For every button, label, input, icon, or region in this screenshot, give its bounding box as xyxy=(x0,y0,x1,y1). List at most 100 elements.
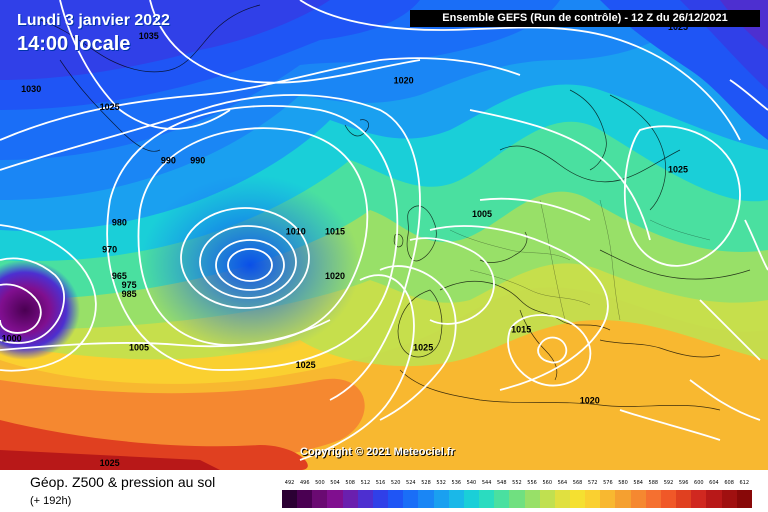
legend-title: Géop. Z500 & pression au sol xyxy=(30,474,216,490)
scale-swatch xyxy=(372,490,389,508)
isobar-label: 1000 xyxy=(2,333,22,343)
scale-label: 592 xyxy=(663,480,674,486)
scale-label: 560 xyxy=(542,480,552,486)
scale-label: 504 xyxy=(330,480,340,486)
scale-swatch xyxy=(448,490,464,508)
scale-label: 556 xyxy=(527,480,537,486)
scale-swatch xyxy=(691,490,707,508)
isobar-label: 965 xyxy=(112,271,127,281)
scale-label: 536 xyxy=(451,480,462,486)
scale-swatch xyxy=(494,490,510,508)
scale-swatch xyxy=(479,490,495,508)
scale-label: 612 xyxy=(739,480,750,486)
isobar-label: 1025 xyxy=(668,164,688,174)
forecast-date: Lundi 3 janvier 2022 xyxy=(17,12,170,29)
scale-label: 552 xyxy=(512,480,522,486)
scale-swatch xyxy=(403,490,419,508)
scale-swatch xyxy=(388,490,404,508)
isobar-lines xyxy=(0,0,768,461)
scale-label: 520 xyxy=(390,480,401,486)
scale-label: 492 xyxy=(284,480,295,486)
scale-label: 532 xyxy=(436,480,446,486)
isobar-label: 985 xyxy=(122,289,137,299)
scale-swatch xyxy=(297,490,313,508)
color-scale: 492 496 500 504 508 512 516 520 524 528 532 536 540 5… xyxy=(282,478,752,508)
scale-swatch xyxy=(418,490,434,508)
isobar-label: 980 xyxy=(112,218,127,228)
scale-swatch xyxy=(463,490,480,508)
scale-swatch xyxy=(706,490,722,508)
legend-subtitle: (+ 192h) xyxy=(30,495,72,507)
scale-swatch xyxy=(645,490,661,508)
scale-swatch xyxy=(736,490,752,508)
scale-swatch xyxy=(327,490,343,508)
isobar-label: 1025 xyxy=(296,360,316,370)
scale-label: 524 xyxy=(406,480,416,486)
isobar-label: 1025 xyxy=(413,342,433,352)
scale-label: 500 xyxy=(315,480,325,486)
scale-label: 588 xyxy=(648,480,659,486)
scale-label: 596 xyxy=(678,480,689,486)
isobar-label: 1005 xyxy=(129,342,149,352)
legend-bar: Géop. Z500 & pression au sol (+ 192h) 49… xyxy=(0,470,768,512)
isobar-label: 1020 xyxy=(580,396,600,406)
scale-label: 564 xyxy=(557,480,568,486)
scale-swatch xyxy=(676,490,692,508)
borders xyxy=(449,199,711,321)
scale-swatch xyxy=(509,490,525,508)
scale-swatch xyxy=(615,490,631,508)
scale-label: 540 xyxy=(466,480,477,486)
scale-label: 604 xyxy=(709,480,719,486)
scale-swatch xyxy=(721,490,737,508)
isobar-label: 990 xyxy=(161,155,176,165)
scale-swatch xyxy=(342,490,358,508)
forecast-time: 14:00 locale xyxy=(17,33,131,55)
isobar-label: 1005 xyxy=(472,209,492,219)
isobar-label: 1030 xyxy=(21,84,41,94)
forecast-map: 1035103010251020102599099010009959809709… xyxy=(0,0,768,470)
scale-label: 572 xyxy=(587,480,598,486)
scale-label: 580 xyxy=(618,480,628,486)
scale-swatch xyxy=(539,490,555,508)
isobar-label: 1035 xyxy=(139,31,159,41)
scale-label: 512 xyxy=(360,480,371,486)
isobar-label: 990 xyxy=(190,155,205,165)
model-run-banner: Ensemble GEFS (Run de contrôle) - 12 Z d… xyxy=(410,10,760,27)
scale-label: 496 xyxy=(299,480,310,486)
scale-swatch xyxy=(282,490,298,508)
scale-label: 576 xyxy=(603,480,613,486)
scale-label: 568 xyxy=(572,480,583,486)
scale-swatch xyxy=(600,490,616,508)
scale-label: 528 xyxy=(421,480,431,486)
scale-swatch xyxy=(585,490,601,508)
isobar-label: 970 xyxy=(102,244,117,254)
scale-label: 508 xyxy=(345,480,355,486)
scale-label: 584 xyxy=(633,480,643,486)
scale-label: 516 xyxy=(375,480,386,486)
copyright-text: Copyright © 2021 Meteociel.fr xyxy=(300,446,455,458)
isobar-label: 1010 xyxy=(286,227,306,237)
scale-swatch xyxy=(630,490,646,508)
scale-labels: 492 496 500 504 508 512 516 520 524 528 532 536 540 5… xyxy=(282,478,752,488)
isobar-label: 1015 xyxy=(325,227,345,237)
scale-label: 600 xyxy=(694,480,704,486)
scale-swatch xyxy=(554,490,570,508)
scale-label: 544 xyxy=(481,480,492,486)
isobar-label: 1025 xyxy=(100,458,120,468)
scale-swatch xyxy=(433,490,449,508)
isobar-label: 975 xyxy=(122,280,137,290)
isobar-label: 1015 xyxy=(511,325,531,335)
scale-swatch xyxy=(312,490,328,508)
isobar-label: 1020 xyxy=(394,75,414,85)
scale-label: 608 xyxy=(724,480,734,486)
scale-swatch xyxy=(357,490,373,508)
z500-color-field xyxy=(0,0,768,470)
scale-label: 548 xyxy=(496,480,507,486)
scale-swatches xyxy=(282,490,752,508)
isobar-label: 1025 xyxy=(100,102,120,112)
map-canvas: 1035103010251020102599099010009959809709… xyxy=(0,0,768,470)
isobar-label: 1020 xyxy=(325,271,345,281)
scale-swatch xyxy=(569,490,586,508)
scale-swatch xyxy=(524,490,540,508)
scale-swatch xyxy=(660,490,677,508)
